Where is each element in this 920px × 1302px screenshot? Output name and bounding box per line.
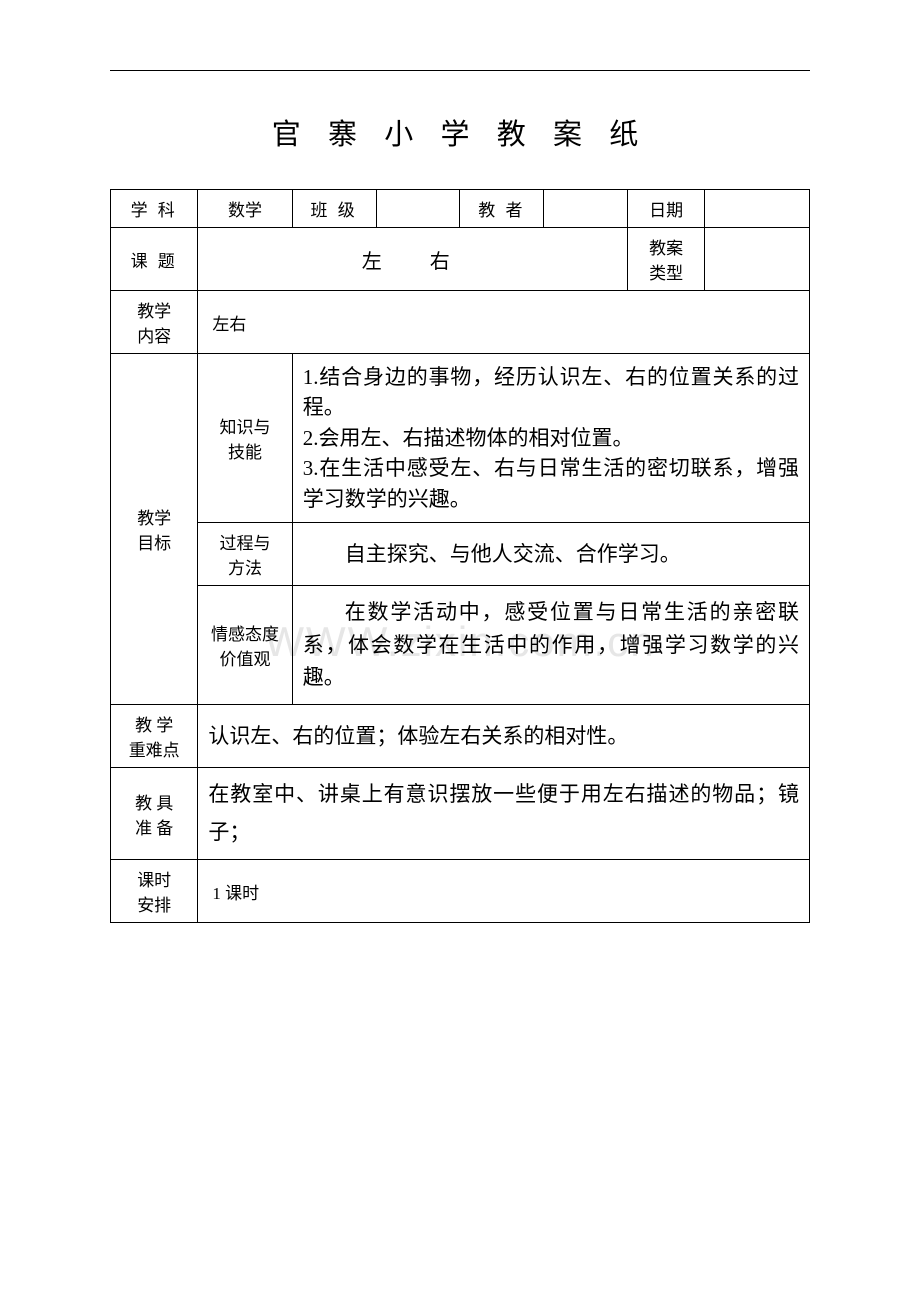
plan-type-label-line2: 类型 [649,264,683,283]
table-row: 教学 内容 左右 [111,291,810,354]
tools-label-line2: 准 备 [135,819,173,838]
class-value [376,190,460,228]
emotion-label-line1: 情感态度 [211,625,279,644]
content-label: 教学 内容 [111,291,198,354]
page-title: 官 寨 小 学 教 案 纸 [110,111,810,153]
periods-label: 课时 安排 [111,860,198,923]
table-row: 教 具 准 备 在教室中、讲桌上有意识摆放一些便于用左右描述的物品；镜子； [111,767,810,860]
date-label: 日期 [628,190,705,228]
periods-value: 1 课时 [198,860,810,923]
goals-group-line1: 教学 [137,509,171,528]
periods-label-line1: 课时 [137,871,171,890]
lesson-plan-table: 学 科 数学 班 级 教 者 日期 课 题 左 右 教案 类型 教学 内容 [110,189,810,923]
process-label-line1: 过程与 [220,534,271,553]
teacher-value [544,190,628,228]
subject-label: 学 科 [111,190,198,228]
difficulty-label-line2: 重难点 [129,741,180,760]
content-value: 左右 [198,291,810,354]
tools-text: 在教室中、讲桌上有意识摆放一些便于用左右描述的物品；镜子； [198,767,810,860]
process-label-line2: 方法 [228,559,262,578]
knowledge-label-line2: 技能 [228,443,262,462]
class-label: 班 级 [292,190,376,228]
knowledge-text: 1.结合身边的事物，经历认识左、右的位置关系的过程。2.会用左、右描述物体的相对… [292,354,809,523]
emotion-label: 情感态度 价值观 [198,586,292,705]
table-row: 课时 安排 1 课时 [111,860,810,923]
table-row: 教 学 重难点 认识左、右的位置；体验左右关系的相对性。 [111,704,810,767]
emotion-text: 在数学活动中，感受位置与日常生活的亲密联系，体会数学在生活中的作用，增强学习数学… [292,586,809,705]
knowledge-label: 知识与 技能 [198,354,292,523]
knowledge-label-line1: 知识与 [220,418,271,437]
table-row: 教学 目标 知识与 技能 1.结合身边的事物，经历认识左、右的位置关系的过程。2… [111,354,810,523]
date-value [705,190,810,228]
emotion-text-content: 在数学活动中，感受位置与日常生活的亲密联系，体会数学在生活中的作用，增强学习数学… [303,596,799,694]
difficulty-label-line1: 教 学 [135,716,173,735]
difficulty-text: 认识左、右的位置；体验左右关系的相对性。 [198,704,810,767]
periods-label-line2: 安排 [137,896,171,915]
goals-group-label: 教学 目标 [111,354,198,705]
table-row: 学 科 数学 班 级 教 者 日期 [111,190,810,228]
table-row: 情感态度 价值观 在数学活动中，感受位置与日常生活的亲密联系，体会数学在生活中的… [111,586,810,705]
teacher-label: 教 者 [460,190,544,228]
subject-value: 数学 [198,190,292,228]
goals-group-line2: 目标 [137,534,171,553]
topic-label: 课 题 [111,228,198,291]
difficulty-label: 教 学 重难点 [111,704,198,767]
plan-type-value [705,228,810,291]
emotion-label-line2: 价值观 [220,650,271,669]
topic-value: 左 右 [198,228,628,291]
process-label: 过程与 方法 [198,523,292,586]
tools-label: 教 具 准 备 [111,767,198,860]
content-label-line2: 内容 [137,327,171,346]
table-row: 课 题 左 右 教案 类型 [111,228,810,291]
content-label-line1: 教学 [137,302,171,321]
top-horizontal-rule [110,70,810,71]
process-text-content: 自主探究、与他人交流、合作学习。 [303,538,799,571]
plan-type-label: 教案 类型 [628,228,705,291]
tools-label-line1: 教 具 [135,794,173,813]
table-row: 过程与 方法 自主探究、与他人交流、合作学习。 [111,523,810,586]
process-text: 自主探究、与他人交流、合作学习。 [292,523,809,586]
plan-type-label-line1: 教案 [649,239,683,258]
